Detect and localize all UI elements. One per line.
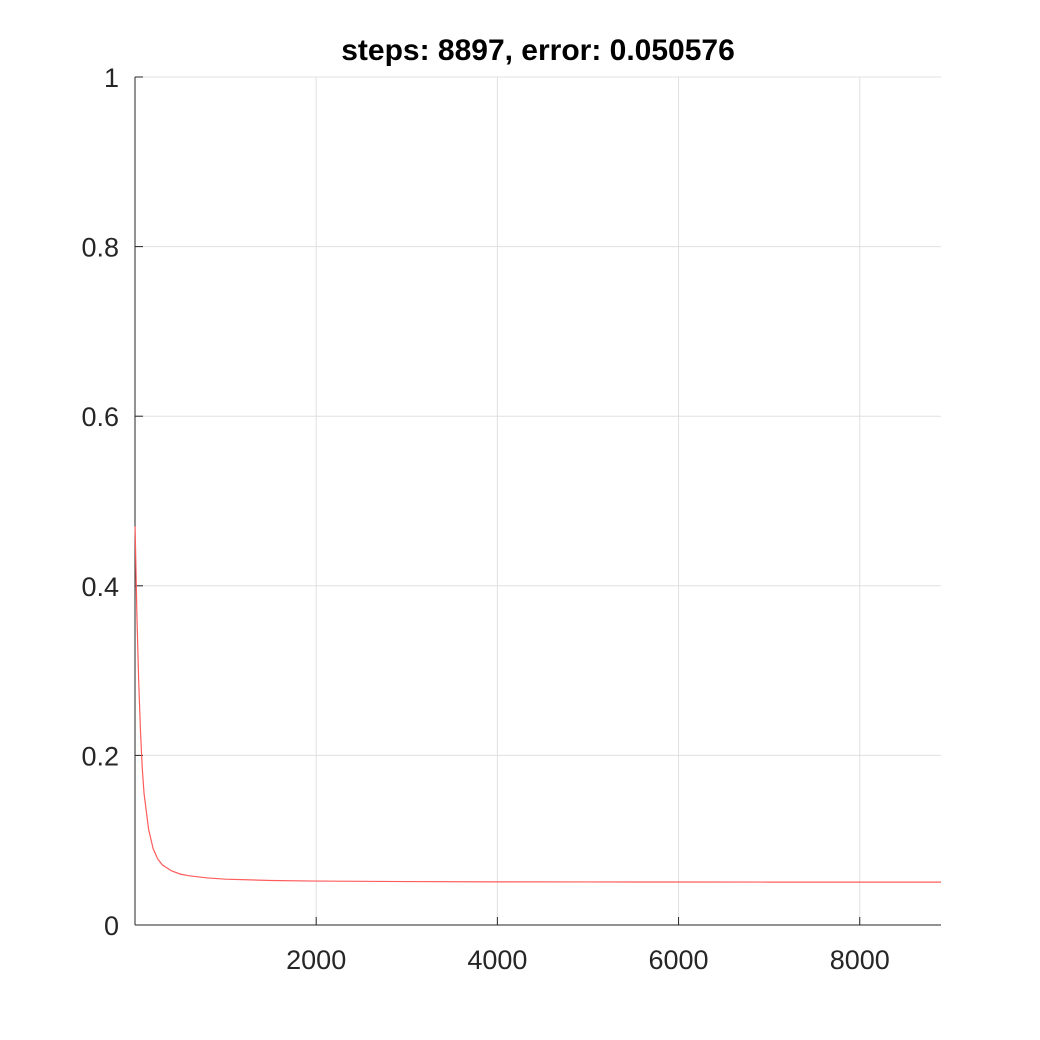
data-point [153, 848, 154, 849]
data-point [189, 875, 190, 876]
x-tick-label: 2000 [286, 945, 346, 975]
data-point [316, 880, 317, 881]
y-tick-label: 0.6 [81, 402, 119, 432]
series-layer [134, 526, 941, 883]
series-line [134, 526, 941, 883]
x-tick-label: 4000 [467, 945, 527, 975]
data-point [171, 870, 172, 871]
x-tick-label: 6000 [649, 945, 709, 975]
data-point [859, 882, 860, 883]
tick-labels: 2000 4000 6000 8000 0 0.2 0.4 0.6 0.8 1 [81, 63, 889, 975]
data-point [143, 793, 144, 794]
data-point [142, 768, 143, 769]
data-point [225, 879, 226, 880]
data-point [157, 858, 158, 859]
axes [134, 76, 941, 926]
data-point [136, 611, 137, 612]
data-point [148, 829, 149, 830]
data-point [138, 678, 139, 679]
data-point [587, 881, 588, 882]
y-tick-label: 0.4 [81, 572, 119, 602]
x-tick-label: 8000 [830, 945, 890, 975]
data-point [497, 881, 498, 882]
y-tick-label: 1 [104, 63, 119, 93]
data-point [678, 881, 679, 882]
y-tick-label: 0 [104, 911, 119, 941]
chart-title: steps: 8897, error: 0.050576 [341, 34, 735, 67]
data-point [270, 880, 271, 881]
data-point [140, 729, 141, 730]
data-point [134, 526, 135, 527]
data-point [207, 877, 208, 878]
data-point [162, 864, 163, 865]
data-point [406, 881, 407, 882]
data-point [940, 882, 941, 883]
data-point [180, 874, 181, 875]
data-point [769, 881, 770, 882]
y-tick-label: 0.2 [81, 741, 119, 771]
y-tick-label: 0.8 [81, 233, 119, 263]
